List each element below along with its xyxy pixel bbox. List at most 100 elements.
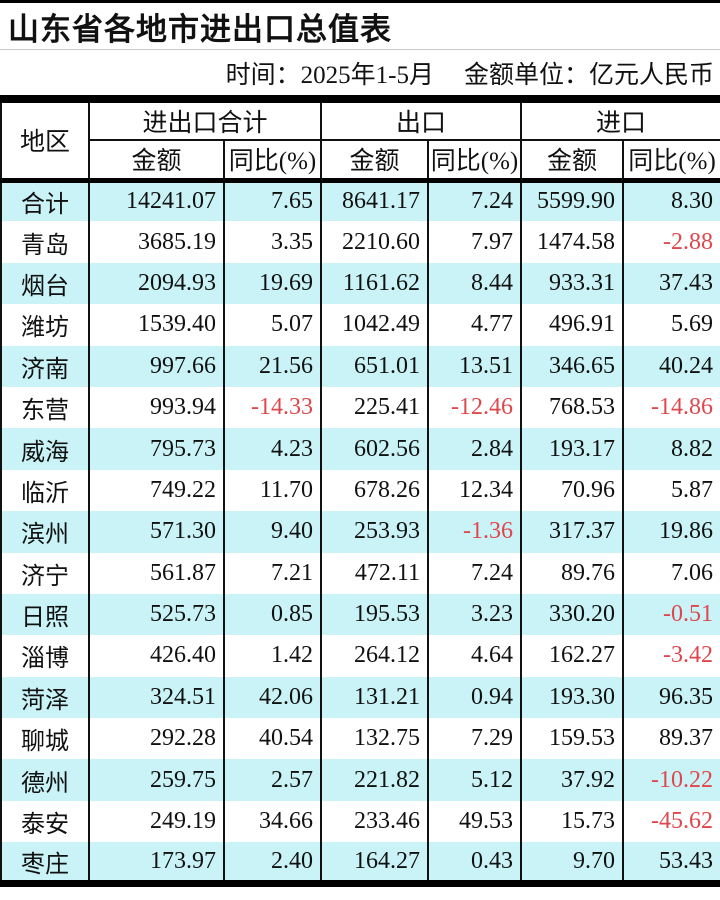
value-cell: 8.30: [622, 180, 720, 222]
value-cell: 1.42: [222, 635, 323, 677]
table-row: 威海 795.73 4.23 602.56 2.84 193.17 8.82: [0, 428, 720, 470]
value-cell: 264.12: [320, 635, 430, 677]
header-amount: 金额: [88, 139, 225, 181]
value-cell: 2.57: [222, 759, 323, 801]
value-cell: 21.56: [222, 345, 323, 387]
region-cell: 济南: [0, 345, 90, 387]
value-cell: 221.82: [320, 759, 430, 801]
value-cell: 472.11: [320, 552, 430, 594]
region-cell: 东营: [0, 386, 90, 429]
value-cell: 193.30: [520, 676, 625, 719]
table-body: 合计 14241.07 7.65 8641.17 7.24 5599.90 8.30 青岛 36…: [0, 180, 720, 884]
value-cell: 13.51: [427, 345, 523, 387]
table-row: 烟台 2094.93 19.69 1161.62 8.44 933.31 37.43: [0, 262, 720, 305]
value-cell: 249.19: [88, 800, 225, 843]
value-cell: 602.56: [320, 428, 430, 470]
region-cell: 潍坊: [0, 304, 90, 346]
value-cell: 997.66: [88, 345, 225, 387]
value-cell: 7.29: [427, 718, 523, 760]
value-cell: -14.33: [222, 386, 323, 429]
value-cell: 2.84: [427, 428, 523, 470]
value-cell: 525.73: [88, 593, 225, 636]
value-cell: 225.41: [320, 386, 430, 429]
region-cell: 青岛: [0, 221, 90, 263]
table-row: 泰安 249.19 34.66 233.46 49.53 15.73 -45.62: [0, 800, 720, 843]
table-row: 滨州 571.30 9.40 253.93 -1.36 317.37 19.86: [0, 511, 720, 553]
value-cell: 324.51: [88, 676, 225, 719]
value-cell: -45.62: [622, 800, 720, 843]
value-cell: 496.91: [520, 304, 625, 346]
value-cell: -2.88: [622, 221, 720, 263]
value-cell: 7.24: [427, 180, 523, 222]
value-cell: 2094.93: [88, 262, 225, 305]
value-cell: 426.40: [88, 635, 225, 677]
table-row: 东营 993.94 -14.33 225.41 -12.46 768.53 -14.86: [0, 386, 720, 429]
value-cell: -12.46: [427, 386, 523, 429]
value-cell: 795.73: [88, 428, 225, 470]
header-group-import: 进口: [520, 98, 720, 141]
value-cell: -14.86: [622, 386, 720, 429]
region-cell: 济宁: [0, 552, 90, 594]
value-cell: 292.28: [88, 718, 225, 760]
value-cell: 346.65: [520, 345, 625, 387]
table-row: 潍坊 1539.40 5.07 1042.49 4.77 496.91 5.69: [0, 304, 720, 346]
value-cell: 40.54: [222, 718, 323, 760]
value-cell: 8641.17: [320, 180, 430, 222]
value-cell: 0.85: [222, 593, 323, 636]
region-cell: 威海: [0, 428, 90, 470]
table-row: 青岛 3685.19 3.35 2210.60 7.97 1474.58 -2.88: [0, 221, 720, 263]
value-cell: 3685.19: [88, 221, 225, 263]
value-cell: 993.94: [88, 386, 225, 429]
value-cell: 9.40: [222, 511, 323, 553]
value-cell: 96.35: [622, 676, 720, 719]
value-cell: 7.97: [427, 221, 523, 263]
value-cell: 3.23: [427, 593, 523, 636]
table-row: 济宁 561.87 7.21 472.11 7.24 89.76 7.06: [0, 552, 720, 594]
value-cell: 5.87: [622, 469, 720, 512]
table-row: 合计 14241.07 7.65 8641.17 7.24 5599.90 8.30: [0, 180, 720, 222]
value-cell: 678.26: [320, 469, 430, 512]
value-cell: 5.07: [222, 304, 323, 346]
value-cell: 19.69: [222, 262, 323, 305]
value-cell: 571.30: [88, 511, 225, 553]
value-cell: -3.42: [622, 635, 720, 677]
value-cell: 1539.40: [88, 304, 225, 346]
region-cell: 临沂: [0, 469, 90, 512]
region-cell: 日照: [0, 593, 90, 636]
header-region: 地区: [0, 98, 90, 181]
value-cell: 2210.60: [320, 221, 430, 263]
value-cell: 15.73: [520, 800, 625, 843]
region-cell: 淄博: [0, 635, 90, 677]
import-export-table: 地区 进出口合计 出口 进口 金额 同比(%) 金额 同比(%) 金额 同比(%…: [0, 95, 720, 888]
value-cell: 42.06: [222, 676, 323, 719]
table-row: 临沂 749.22 11.70 678.26 12.34 70.96 5.87: [0, 469, 720, 512]
value-cell: 11.70: [222, 469, 323, 512]
value-cell: 164.27: [320, 842, 430, 884]
value-cell: 70.96: [520, 469, 625, 512]
header-yoy: 同比(%): [622, 139, 720, 181]
region-cell: 合计: [0, 180, 90, 222]
value-cell: -0.51: [622, 593, 720, 636]
value-cell: 34.66: [222, 800, 323, 843]
value-cell: 4.23: [222, 428, 323, 470]
table-header: 地区 进出口合计 出口 进口 金额 同比(%) 金额 同比(%) 金额 同比(%…: [0, 98, 720, 181]
region-cell: 泰安: [0, 800, 90, 843]
value-cell: 37.92: [520, 759, 625, 801]
region-cell: 烟台: [0, 262, 90, 305]
value-cell: 1161.62: [320, 262, 430, 305]
region-cell: 枣庄: [0, 842, 90, 884]
header-group-export: 出口: [320, 98, 523, 141]
value-cell: 131.21: [320, 676, 430, 719]
value-cell: 8.44: [427, 262, 523, 305]
value-cell: 89.76: [520, 552, 625, 594]
value-cell: 12.34: [427, 469, 523, 512]
value-cell: 4.77: [427, 304, 523, 346]
table-row: 淄博 426.40 1.42 264.12 4.64 162.27 -3.42: [0, 635, 720, 677]
value-cell: -10.22: [622, 759, 720, 801]
value-cell: 40.24: [622, 345, 720, 387]
value-cell: 7.24: [427, 552, 523, 594]
value-cell: 561.87: [88, 552, 225, 594]
subtitle-time: 时间：2025年1-5月: [225, 61, 434, 89]
value-cell: 330.20: [520, 593, 625, 636]
